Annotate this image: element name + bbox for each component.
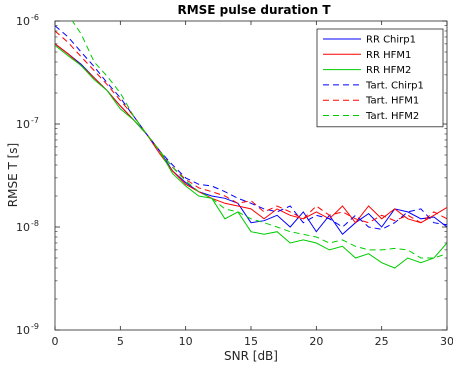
y-tick-exponent: -7 <box>31 116 39 125</box>
x-tick-label: 10 <box>179 335 193 348</box>
x-tick-label: 30 <box>440 335 453 348</box>
y-tick-label: 10 <box>16 324 30 337</box>
x-tick-label: 0 <box>52 335 59 348</box>
x-tick-label: 25 <box>375 335 389 348</box>
chart-title: RMSE pulse duration T <box>177 3 331 17</box>
y-axis-label: RMSE T [s] <box>6 143 20 207</box>
y-tick-label: 10 <box>16 221 30 234</box>
y-tick-label: 10 <box>16 118 30 131</box>
legend-entry-label: RR Chirp1 <box>366 35 416 46</box>
y-tick-exponent: -8 <box>31 219 39 228</box>
legend-entry-label: Tart. HFM1 <box>365 96 419 107</box>
series-line-2 <box>55 45 447 269</box>
y-tick-exponent: -6 <box>31 13 39 22</box>
legend-box <box>316 28 444 128</box>
x-tick-label: 5 <box>117 335 124 348</box>
series-line-5 <box>71 21 447 259</box>
legend-entry-label: RR HFM1 <box>366 50 411 61</box>
y-tick-label: 10 <box>16 15 30 28</box>
y-tick-exponent: -9 <box>31 322 39 331</box>
x-axis-label: SNR [dB] <box>224 349 278 363</box>
legend: RR Chirp1 RR HFM1 RR HFM2 Tart. Chirp1 Tart.… <box>316 28 444 128</box>
x-tick-label: 20 <box>309 335 323 348</box>
x-tick-label: 15 <box>244 335 258 348</box>
series-line-1 <box>55 43 447 224</box>
legend-entry-label: Tart. Chirp1 <box>365 80 424 91</box>
series-line-4 <box>55 30 447 224</box>
legend-entry-label: Tart. HFM2 <box>365 111 419 122</box>
legend-entry-label: RR HFM2 <box>366 65 411 76</box>
series-line-3 <box>55 25 447 230</box>
